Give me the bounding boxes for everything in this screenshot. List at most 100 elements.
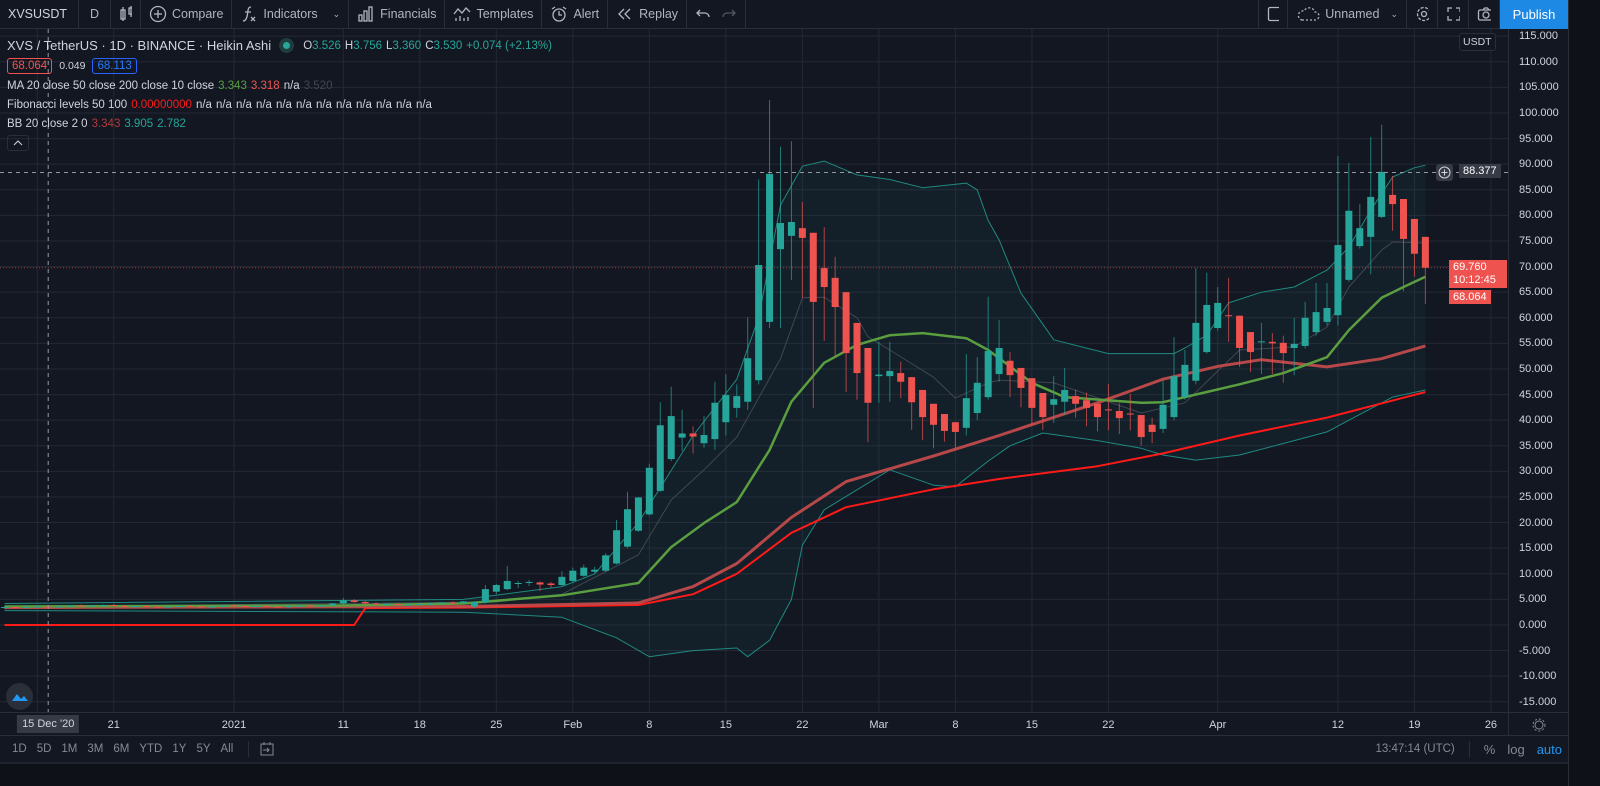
candle [164,606,172,609]
currency-badge[interactable]: USDT [1459,33,1496,51]
chevron-down-icon[interactable]: ⌄ [1390,8,1398,19]
candle-body [722,395,730,423]
time-tick-label: 21 [107,719,120,731]
layout-name-label: Unnamed [1325,7,1380,21]
bb-legend[interactable]: BB 20 close 2 0 3.343 3.905 2.782 [7,114,552,133]
range-button-1m[interactable]: 1M [61,743,78,755]
plus-circle-icon [1438,166,1451,179]
candle [514,580,522,589]
bb-label: BB 20 close 2 0 [7,117,88,130]
price-tick-label: 55.000 [1519,337,1553,350]
candle-body [1421,236,1429,268]
add-alert-plus-button[interactable] [1436,164,1453,182]
ma-legend[interactable]: MA 20 close 50 close 200 close 10 close … [7,76,552,95]
price-tick-label: 25.000 [1519,490,1553,503]
candle-body [328,603,336,606]
candle [777,146,784,329]
candle [99,604,107,607]
range-button-3m[interactable]: 3M [87,743,104,755]
go-to-date-calendar-icon[interactable] [259,741,275,757]
candle [1389,175,1397,231]
candle-body [1323,308,1331,322]
financials-button[interactable]: Financials [349,0,446,29]
candle-body [798,228,806,238]
layout-name-button[interactable]: Unnamed ⌄ [1288,0,1407,29]
buy-button[interactable]: 68.113 [92,57,137,74]
candle-body [1148,424,1156,432]
undo-icon[interactable] [695,6,711,22]
candle-body [208,606,216,608]
axis-settings-button[interactable] [1508,713,1568,736]
candle-body [547,583,555,586]
crosshair-price-value: 88.377 [1463,165,1497,178]
collapse-legend-button[interactable] [7,135,29,151]
interval-button[interactable]: D [79,0,111,29]
templates-button[interactable]: Templates [445,0,543,29]
alert-button[interactable]: Alert [542,0,609,29]
candle-body [88,605,96,607]
time-tick-label: 22 [796,719,809,731]
chevron-down-icon[interactable]: ⌄ [332,8,341,19]
candle-body [1093,403,1101,418]
candle-body [580,567,588,576]
crosshair-date-value: 15 Dec '20 [22,718,75,730]
log-scale-toggle[interactable]: log [1507,741,1525,757]
candle [766,100,774,329]
candle [1203,272,1211,354]
auto-scale-toggle[interactable]: auto [1536,741,1562,757]
candle [492,584,500,595]
compare-button[interactable]: Compare [141,0,233,29]
candle-body [143,606,151,608]
time-axis[interactable]: 15 Dec '20 21 2021 11 18 25 Feb 8 15 22 Mar 8 15 22 A… [0,712,1568,736]
candle-body [886,371,894,377]
candle-body [591,569,599,572]
candle [1400,198,1408,292]
time-tick-label: 22 [1102,719,1115,731]
price-tick-label: 95.000 [1519,132,1553,145]
price-tick-label: 75.000 [1519,234,1553,247]
replay-button[interactable]: Replay [608,0,688,29]
percent-scale-toggle[interactable]: % [1483,741,1496,757]
utc-clock[interactable]: 13:47:14 (UTC) [1375,743,1455,755]
publish-button[interactable]: Publish [1500,0,1568,29]
candle [940,414,948,442]
redo-icon[interactable] [721,6,737,22]
candle-body [153,606,161,608]
candle-body [1170,376,1178,418]
market-status-dot [283,42,291,49]
range-button-all[interactable]: All [220,743,234,755]
symbol-search-button[interactable]: XVSUSDT [0,0,79,29]
fullscreen-button[interactable] [1438,0,1469,29]
range-button-1d[interactable]: 1D [12,743,27,755]
candle-body [274,606,282,608]
candle-body [1061,389,1069,402]
sell-button[interactable]: 68.064 [7,57,53,74]
select-layout-button[interactable] [1258,0,1289,29]
range-button-1y[interactable]: 1Y [172,743,187,755]
price-chart[interactable] [0,29,1508,712]
candle-body [777,223,784,250]
candle-body [930,403,938,425]
range-button-5y[interactable]: 5Y [196,743,211,755]
settings-button[interactable] [1407,0,1438,29]
candle [470,601,478,609]
candle [88,604,96,608]
candle-body [339,600,347,604]
chart-type-button[interactable] [111,0,141,29]
fibonacci-legend[interactable]: Fibonacci levels 50 100 0.00000000 n/a n/a… [7,95,552,114]
range-button-5d[interactable]: 5D [36,743,52,755]
range-button-6m[interactable]: 6M [113,743,130,755]
candle [219,604,227,608]
candle [919,389,927,441]
series-legend[interactable]: XVS / TetherUS · 1D · BINANCE · Heikin A… [7,36,552,55]
candle [230,604,238,607]
tradingview-logo[interactable] [6,683,33,710]
snapshot-button[interactable] [1469,0,1500,29]
indicators-button[interactable]: Indicators ⌄ [232,0,350,29]
function-icon [243,6,256,22]
range-button-ytd[interactable]: YTD [139,743,163,755]
candle [11,606,19,609]
ma20-line [4,275,1426,608]
time-tick-label: 19 [1408,719,1421,731]
price-axis[interactable]: USDT 88.377 69.760 10:12:45 68.064 -15.0… [1449,29,1568,712]
